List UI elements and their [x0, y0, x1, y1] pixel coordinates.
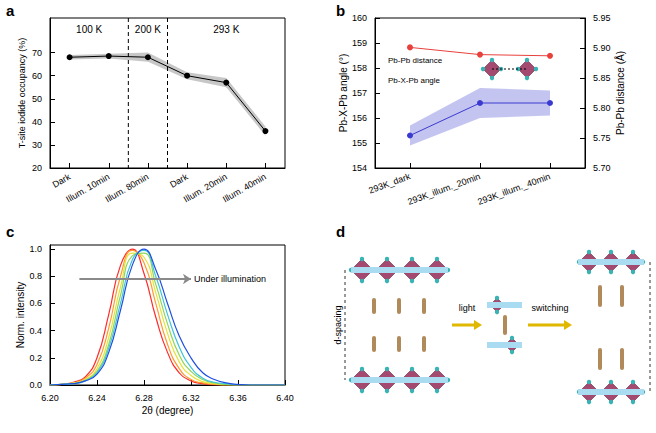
svg-text:Illum. 80min: Illum. 80min [103, 172, 150, 205]
svg-text:5.90: 5.90 [593, 43, 611, 53]
svg-text:156: 156 [352, 113, 367, 123]
svg-text:157: 157 [352, 88, 367, 98]
svg-text:6.20: 6.20 [41, 393, 59, 403]
svg-text:5.80: 5.80 [593, 103, 611, 113]
svg-text:160: 160 [352, 13, 367, 23]
svg-text:30: 30 [32, 140, 42, 150]
svg-text:6.36: 6.36 [229, 393, 247, 403]
svg-text:Under illumination: Under illumination [194, 274, 266, 284]
svg-text:40: 40 [32, 117, 42, 127]
svg-text:Pb-Pb distance (Å): Pb-Pb distance (Å) [614, 51, 626, 135]
svg-text:155: 155 [352, 138, 367, 148]
svg-text:5.75: 5.75 [593, 133, 611, 143]
svg-text:0.6: 0.6 [29, 298, 42, 308]
svg-text:5.70: 5.70 [593, 163, 611, 173]
svg-text:100 K: 100 K [76, 24, 102, 35]
svg-text:Dark: Dark [168, 171, 190, 189]
svg-text:50: 50 [32, 94, 42, 104]
svg-text:switching: switching [531, 303, 568, 313]
svg-text:158: 158 [352, 63, 367, 73]
svg-text:5.85: 5.85 [593, 73, 611, 83]
svg-text:Pb-X-Pb angle: Pb-X-Pb angle [388, 76, 441, 85]
svg-text:6.40: 6.40 [276, 393, 294, 403]
svg-text:0.8: 0.8 [29, 271, 42, 281]
svg-text:Illum. 10min: Illum. 10min [64, 172, 111, 205]
svg-text:6.28: 6.28 [135, 393, 153, 403]
svg-text:Illum. 40min: Illum. 40min [221, 172, 268, 205]
svg-text:200 K: 200 K [135, 24, 161, 35]
svg-text:2θ (degree): 2θ (degree) [142, 405, 194, 416]
svg-text:Dark: Dark [51, 171, 73, 189]
svg-text:light: light [459, 303, 476, 313]
svg-text:60: 60 [32, 71, 42, 81]
svg-text:0.0: 0.0 [29, 380, 42, 390]
svg-text:Pb-X-Pb angle (°): Pb-X-Pb angle (°) [338, 54, 349, 132]
svg-text:5.95: 5.95 [593, 13, 611, 23]
svg-text:d: d [336, 223, 345, 240]
svg-text:20: 20 [32, 163, 42, 173]
svg-text:293 K: 293 K [213, 24, 239, 35]
svg-text:Norm. intensity: Norm. intensity [15, 282, 26, 349]
svg-text:293K_illum._40min: 293K_illum._40min [476, 171, 551, 207]
svg-text:c: c [6, 223, 14, 240]
svg-text:293K_dark: 293K_dark [367, 171, 412, 195]
svg-text:6.24: 6.24 [88, 393, 106, 403]
svg-text:159: 159 [352, 38, 367, 48]
svg-text:293K_illum._20min: 293K_illum._20min [406, 171, 481, 207]
svg-text:0.4: 0.4 [29, 326, 42, 336]
svg-text:154: 154 [352, 163, 367, 173]
svg-text:T-site iodide occupancy (%): T-site iodide occupancy (%) [17, 38, 27, 149]
svg-text:Pb-Pb distance: Pb-Pb distance [388, 56, 443, 65]
svg-text:6.32: 6.32 [182, 393, 200, 403]
svg-text:0.2: 0.2 [29, 353, 42, 363]
svg-text:70: 70 [32, 48, 42, 58]
svg-text:Illum. 20min: Illum. 20min [182, 172, 229, 205]
svg-text:d-spacing: d-spacing [333, 305, 343, 344]
svg-text:b: b [336, 2, 345, 19]
svg-text:a: a [6, 2, 15, 19]
svg-text:1.0: 1.0 [29, 244, 42, 254]
